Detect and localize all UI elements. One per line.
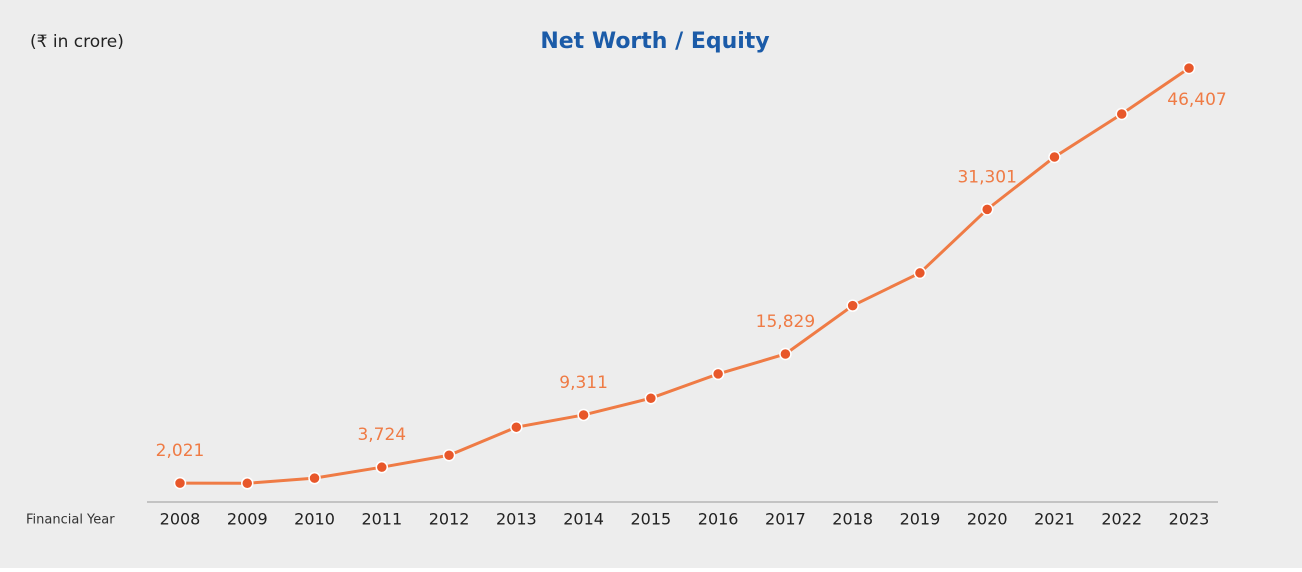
data-label: 2,021	[156, 441, 205, 461]
point	[913, 266, 927, 280]
point	[779, 347, 792, 361]
x-tick-label: 2017	[765, 510, 806, 529]
point	[1182, 61, 1196, 75]
x-tick-label: 2013	[496, 510, 537, 529]
point	[980, 203, 994, 216]
chart-title: Net Worth / Equity	[540, 29, 769, 54]
line	[179, 66, 1190, 485]
x-tick-label: 2011	[361, 510, 402, 529]
point	[1048, 150, 1061, 164]
point	[375, 460, 389, 474]
x-axis-label: Financial Year	[26, 513, 115, 528]
x-tick-label: 2015	[631, 510, 672, 529]
point	[510, 420, 523, 434]
x-tick-label: 2016	[698, 510, 739, 529]
x-tick-label: 2010	[294, 510, 335, 529]
x-tick-label: 2012	[429, 510, 470, 529]
point	[644, 391, 658, 405]
x-tick-label: 2023	[1169, 510, 1210, 529]
data-label: 31,301	[957, 167, 1016, 187]
x-tick-label: 2014	[563, 510, 604, 529]
point	[711, 367, 725, 381]
data-label: 15,829	[756, 312, 815, 332]
x-tick-label: 2021	[1034, 510, 1075, 529]
point	[241, 477, 254, 490]
data-label: 9,311	[559, 373, 608, 393]
x-tick-label: 2018	[832, 510, 873, 529]
point	[442, 449, 456, 462]
data-label: 3,724	[357, 425, 406, 445]
x-tick-label: 2008	[160, 510, 201, 529]
x-tick-label: 2019	[900, 510, 941, 529]
x-tick-label: 2020	[967, 510, 1008, 529]
unit-label: (₹ in crore)	[30, 32, 124, 52]
point	[308, 471, 321, 485]
point	[846, 299, 859, 312]
point	[1115, 107, 1128, 121]
data-label: 46,407	[1167, 90, 1226, 110]
x-tick-label: 2009	[227, 510, 268, 529]
point	[577, 408, 590, 422]
x-tick-label: 2022	[1101, 510, 1142, 529]
point	[173, 476, 187, 490]
